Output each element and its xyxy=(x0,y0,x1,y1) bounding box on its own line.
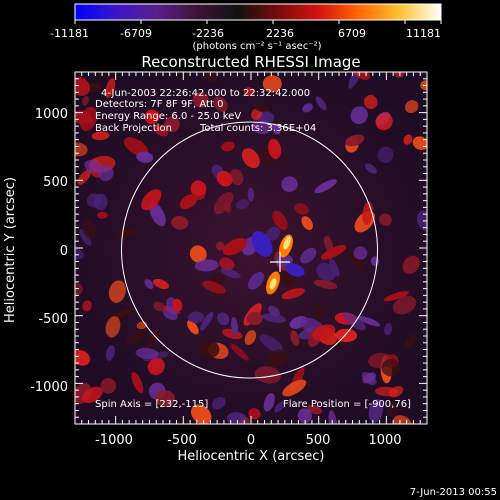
colorbar-tick-label-2: -2236 xyxy=(192,27,224,40)
y-tick-label-1: 500 xyxy=(43,175,68,190)
y-tick-label-2: 0 xyxy=(60,244,68,259)
annotation-method: Back Projection xyxy=(95,123,172,134)
noise-blobs xyxy=(75,72,427,424)
x-tick-label-1: -500 xyxy=(167,433,197,448)
annotation-flare-position: Flare Position = [-900,76] xyxy=(283,399,411,410)
y-tick-label-4: -1000 xyxy=(30,380,68,395)
axis-ticks xyxy=(75,72,427,424)
annotation-total-counts: Total counts: 3.36E+04 xyxy=(199,123,316,134)
colorbar xyxy=(74,3,442,21)
colorbar-tick-label-4: 6709 xyxy=(338,27,366,40)
reconstructed-image xyxy=(75,72,427,424)
plot-title: Reconstructed RHESSI Image xyxy=(141,53,360,71)
annotation-detectors: Detectors: 7F 8F 9F, Att 0 xyxy=(95,99,223,110)
footer-timestamp: 7-Jun-2013 00:55 xyxy=(410,487,497,498)
colorbar-tick-label-1: -6709 xyxy=(120,27,152,40)
colorbar-tick-label-0: -11181 xyxy=(50,27,89,40)
x-tick-label-2: 0 xyxy=(247,433,255,448)
colorbar-tick-label-3: 2236 xyxy=(266,27,294,40)
x-tick-label-4: 1000 xyxy=(368,433,401,448)
x-tick-label-3: 500 xyxy=(306,433,331,448)
y-tick-label-0: 1000 xyxy=(35,107,68,122)
y-tick-label-3: -500 xyxy=(38,312,68,327)
annotation-energy-range: Energy Range: 6.0 - 25.0 keV xyxy=(95,111,241,122)
x-axis-label: Heliocentric X (arcsec) xyxy=(178,449,325,464)
colorbar-units: (photons cm⁻² s⁻¹ asec⁻²) xyxy=(192,41,321,52)
colorbar-ticks xyxy=(74,20,442,24)
flare-source xyxy=(251,231,305,295)
colorbar-tick-label-5: 11181 xyxy=(406,27,441,40)
x-tick-label-0: -1000 xyxy=(95,433,133,448)
annotation-time-range: 4-Jun-2003 22:26:42.000 to 22:32:42.000 xyxy=(101,88,310,99)
solar-limb-circle xyxy=(121,121,378,379)
annotation-spin-axis: Spin Axis = [232,-115] xyxy=(95,399,208,410)
y-axis-label: Heliocentric Y (arcsec) xyxy=(3,177,18,323)
